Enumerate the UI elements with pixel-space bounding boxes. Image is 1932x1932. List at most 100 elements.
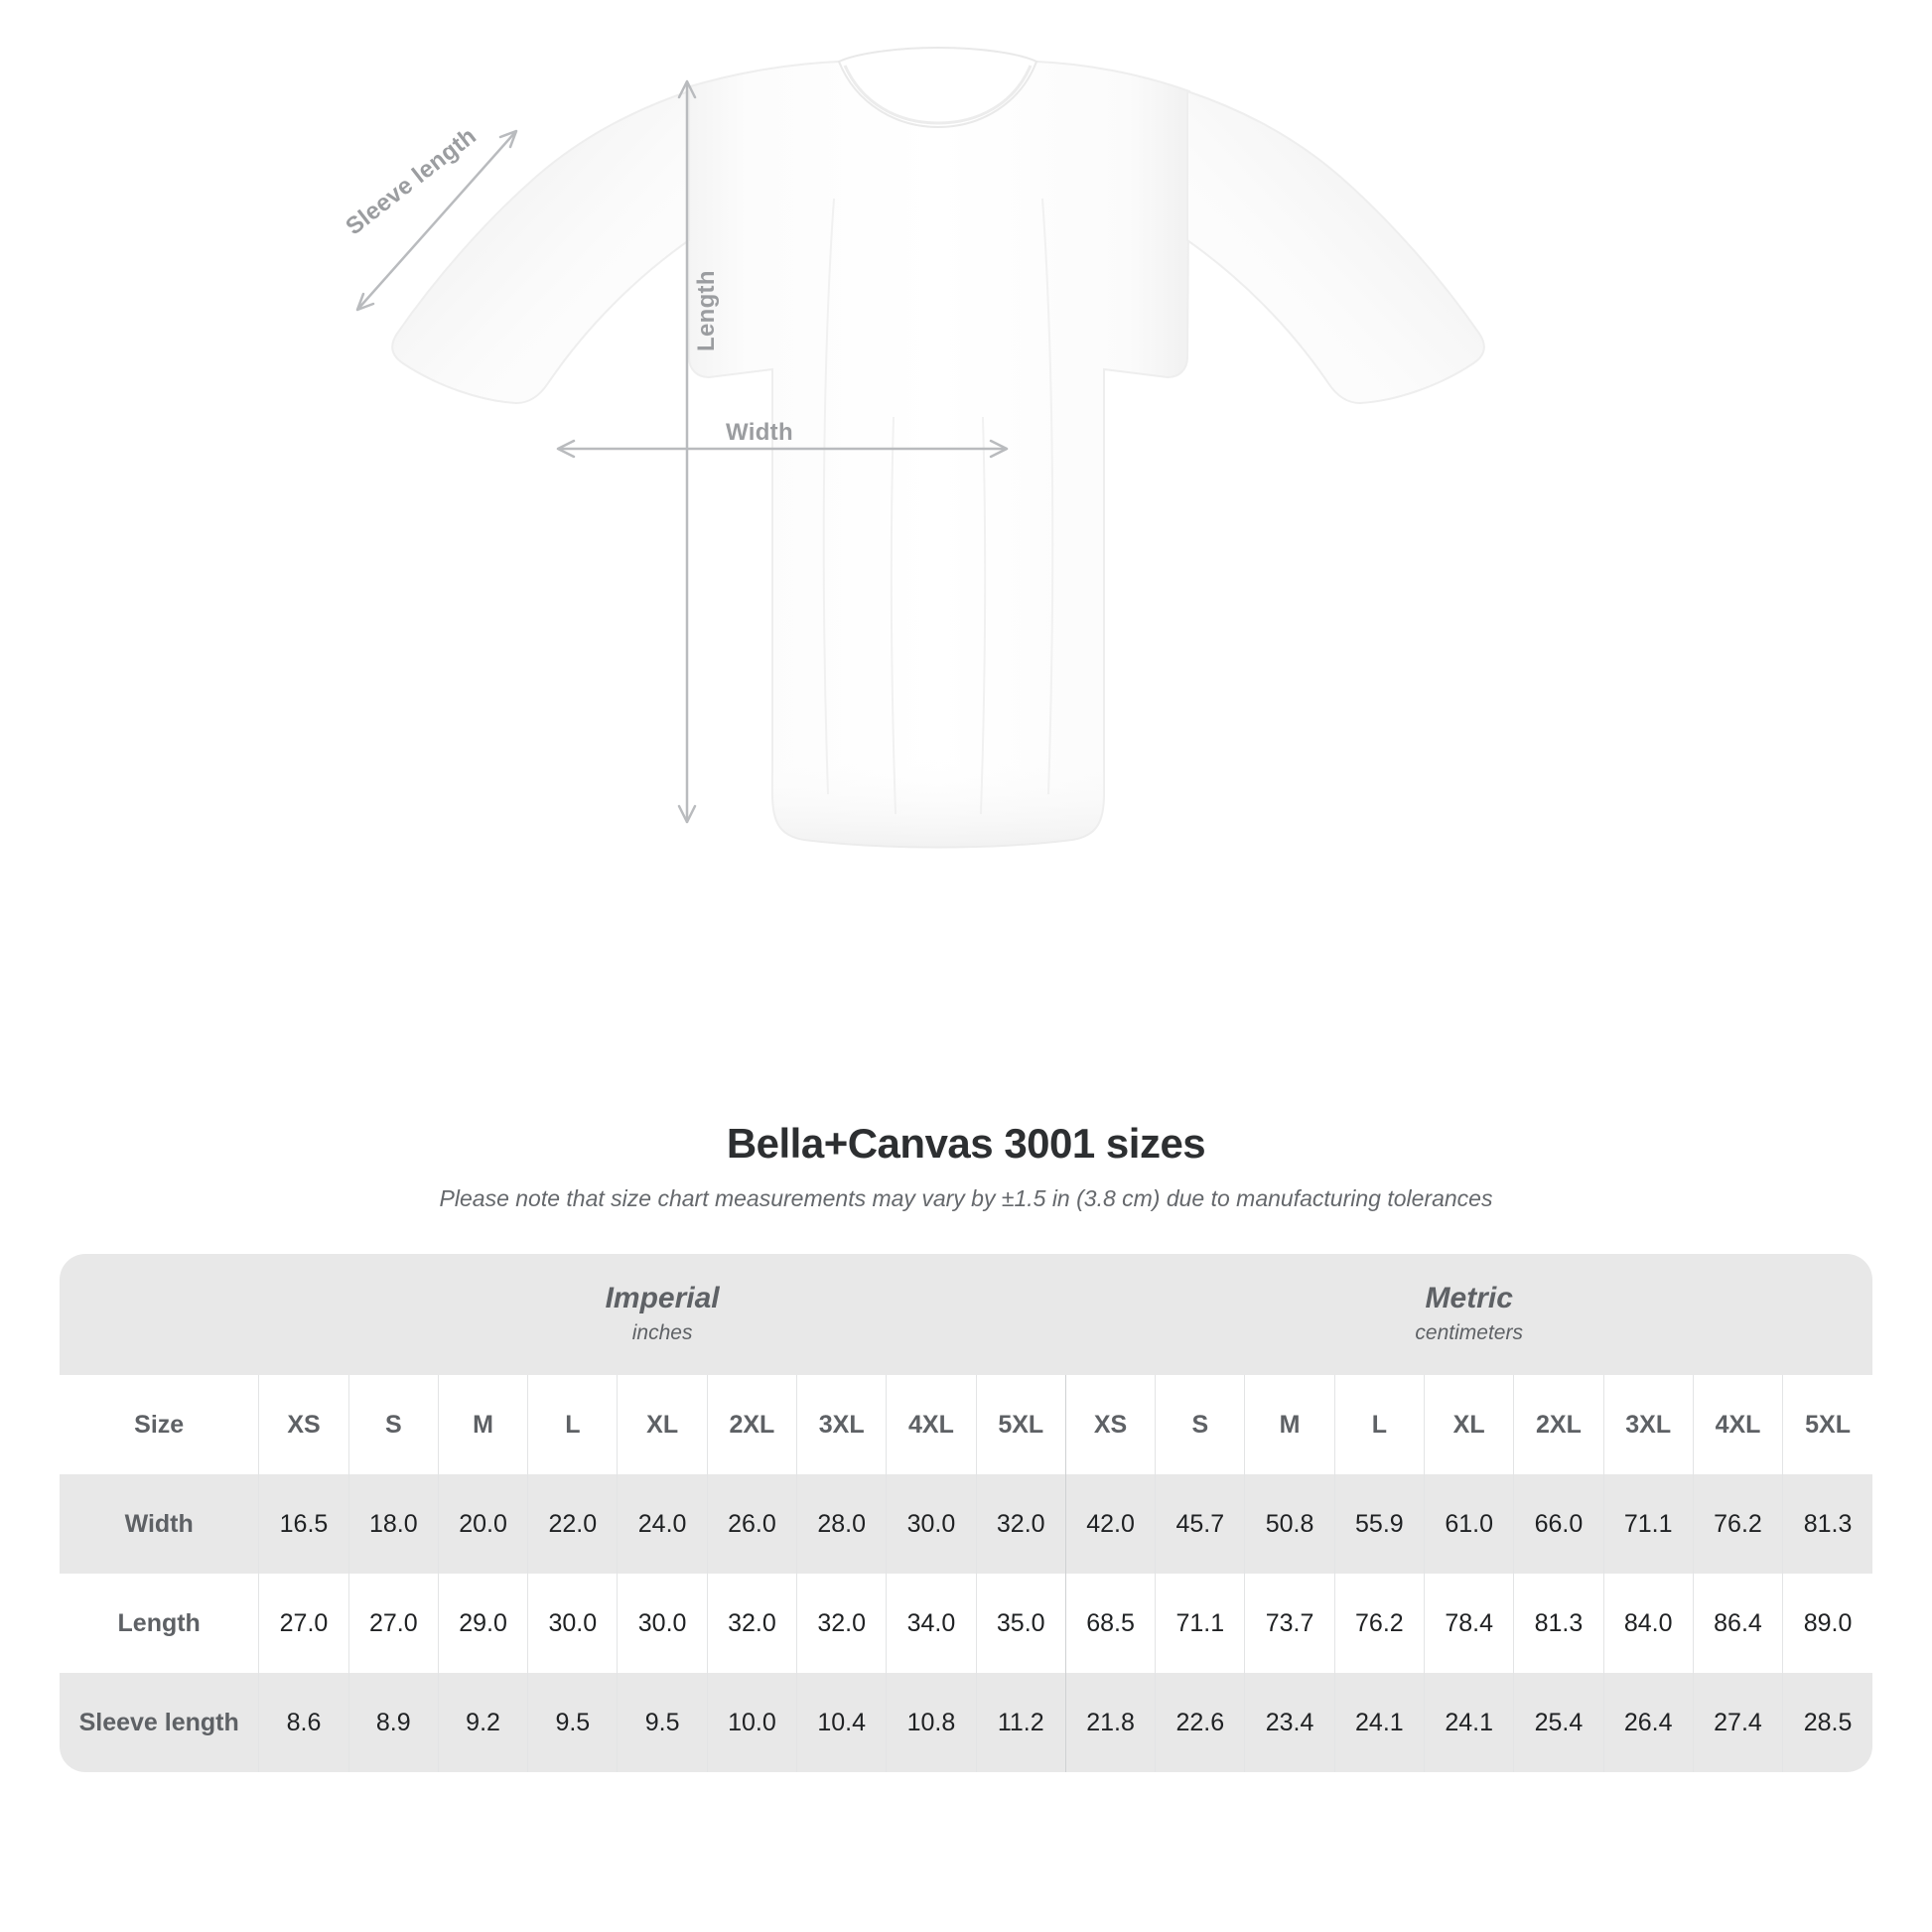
cell-metric-L: 24.1 (1333, 1673, 1425, 1772)
cell-metric-XL: 61.0 (1424, 1474, 1514, 1574)
cell-imperial-M: 29.0 (437, 1574, 528, 1673)
cell-imperial-M: M (437, 1375, 528, 1474)
cell-imperial-5XL: 32.0 (975, 1474, 1066, 1574)
cell-metric-5XL: 28.5 (1782, 1673, 1872, 1772)
cell-metric-4XL: 86.4 (1692, 1574, 1783, 1673)
cell-imperial-XL: XL (617, 1375, 708, 1474)
cell-metric-L: 76.2 (1333, 1574, 1425, 1673)
cell-metric-M: 23.4 (1244, 1673, 1335, 1772)
tolerance-note: Please note that size chart measurements… (439, 1185, 1493, 1211)
width-arrow (556, 439, 1009, 459)
cell-metric-XS: 68.5 (1064, 1574, 1156, 1673)
cell-metric-XL: 24.1 (1424, 1673, 1514, 1772)
cell-metric-M: 50.8 (1244, 1474, 1335, 1574)
cell-imperial-2XL: 2XL (706, 1375, 797, 1474)
cell-imperial-2XL: 26.0 (706, 1474, 797, 1574)
table-row: Length 27.0 27.0 29.0 30.0 30.0 32.0 32.0 34.0 35… (60, 1574, 1872, 1673)
cell-metric-S: S (1155, 1375, 1245, 1474)
unit-name-imperial: Imperial (605, 1282, 720, 1314)
cell-metric-S: 45.7 (1155, 1474, 1245, 1574)
cell-imperial-4XL: 34.0 (886, 1574, 977, 1673)
cell-imperial-3XL: 3XL (796, 1375, 887, 1474)
cell-metric-2XL: 81.3 (1513, 1574, 1604, 1673)
cell-metric-4XL: 27.4 (1692, 1673, 1783, 1772)
page-title: Bella+Canvas 3001 sizes (726, 1120, 1206, 1167)
length-arrow (677, 79, 697, 824)
cell-imperial-L: 9.5 (527, 1673, 618, 1772)
shirt-body (685, 60, 1191, 849)
cell-imperial-L: 30.0 (527, 1574, 618, 1673)
cell-metric-5XL: 89.0 (1782, 1574, 1872, 1673)
cell-metric-5XL: 5XL (1782, 1375, 1872, 1474)
cell-metric-3XL: 71.1 (1602, 1474, 1694, 1574)
cell-imperial-XS: 8.6 (258, 1673, 349, 1772)
cell-imperial-2XL: 32.0 (706, 1574, 797, 1673)
unit-header-row: Imperial inches Metric centimeters (60, 1254, 1872, 1375)
cell-imperial-XS: 16.5 (258, 1474, 349, 1574)
cell-imperial-3XL: 10.4 (796, 1673, 887, 1772)
length-label: Length (693, 270, 720, 351)
cell-imperial-S: S (347, 1375, 439, 1474)
unit-name-metric: Metric (1425, 1282, 1513, 1314)
cell-imperial-3XL: 28.0 (796, 1474, 887, 1574)
cell-imperial-XL: 30.0 (617, 1574, 708, 1673)
row-label: Length (60, 1574, 259, 1673)
cell-metric-M: M (1244, 1375, 1335, 1474)
cell-metric-2XL: 2XL (1513, 1375, 1604, 1474)
cell-imperial-L: 22.0 (527, 1474, 618, 1574)
cell-metric-M: 73.7 (1244, 1574, 1335, 1673)
unit-sub-imperial: inches (631, 1321, 693, 1344)
table-row: Size XS S M L XL 2XL 3XL 4XL 5XL XS S M L XL 2XL 3XL 4XL 5… (60, 1375, 1872, 1474)
tshirt-illustration (355, 46, 1485, 849)
shirt-sleeve-right (1186, 89, 1485, 405)
size-table-head: Imperial inches Metric centimeters (60, 1254, 1872, 1375)
unit-header-imperial: Imperial inches (258, 1254, 1066, 1375)
cell-imperial-S: 8.9 (347, 1673, 439, 1772)
cell-imperial-S: 18.0 (347, 1474, 439, 1574)
size-table-body: Size XS S M L XL 2XL 3XL 4XL 5XL XS S M L XL 2XL 3XL 4XL 5… (60, 1375, 1872, 1772)
cell-metric-XL: XL (1424, 1375, 1514, 1474)
cell-metric-4XL: 76.2 (1692, 1474, 1783, 1574)
cell-imperial-M: 9.2 (437, 1673, 528, 1772)
unit-header-metric: Metric centimeters (1065, 1254, 1872, 1375)
shirt-sleeve-left (391, 89, 690, 405)
sleeve-length-arrow (355, 129, 518, 312)
table-row: Width 16.5 18.0 20.0 22.0 24.0 26.0 28.0 30.0 32.… (60, 1474, 1872, 1574)
cell-imperial-M: 20.0 (437, 1474, 528, 1574)
cell-imperial-XL: 9.5 (617, 1673, 708, 1772)
cell-imperial-XL: 24.0 (617, 1474, 708, 1574)
cell-metric-S: 71.1 (1155, 1574, 1245, 1673)
fabric-folds (822, 198, 1054, 815)
width-label: Width (726, 419, 793, 446)
cell-metric-XS: XS (1064, 1375, 1156, 1474)
cell-metric-XS: 21.8 (1064, 1673, 1156, 1772)
unit-sub-metric: centimeters (1415, 1321, 1523, 1344)
cell-metric-XL: 78.4 (1424, 1574, 1514, 1673)
shirt-hem-shading (772, 755, 1104, 848)
cell-imperial-2XL: 10.0 (706, 1673, 797, 1772)
cell-metric-4XL: 4XL (1692, 1375, 1783, 1474)
cell-metric-L: L (1333, 1375, 1425, 1474)
row-label: Size (60, 1375, 259, 1474)
cell-imperial-S: 27.0 (347, 1574, 439, 1673)
cell-metric-3XL: 84.0 (1602, 1574, 1694, 1673)
table-row: Sleeve length 8.6 8.9 9.2 9.5 9.5 10.0 10.4 10.8… (60, 1673, 1872, 1772)
size-table-wrapper: Imperial inches Metric centimeters Size X… (60, 1254, 1872, 1772)
cell-metric-3XL: 26.4 (1602, 1673, 1694, 1772)
shirt-collar (837, 46, 1038, 129)
cell-imperial-L: L (527, 1375, 618, 1474)
cell-imperial-5XL: 35.0 (975, 1574, 1066, 1673)
cell-metric-3XL: 3XL (1602, 1375, 1694, 1474)
chart-heading: Bella+Canvas 3001 sizes Please note that… (0, 1120, 1932, 1212)
cell-metric-L: 55.9 (1333, 1474, 1425, 1574)
cell-imperial-3XL: 32.0 (796, 1574, 887, 1673)
collar-seam (843, 65, 1033, 125)
tshirt-diagram: Sleeve length Length Width (341, 46, 1485, 849)
cell-imperial-4XL: 10.8 (886, 1673, 977, 1772)
row-label: Sleeve length (60, 1673, 259, 1772)
row-label: Width (60, 1474, 259, 1574)
cell-metric-XS: 42.0 (1064, 1474, 1156, 1574)
cell-metric-5XL: 81.3 (1782, 1474, 1872, 1574)
size-table: Imperial inches Metric centimeters Size X… (60, 1254, 1872, 1772)
